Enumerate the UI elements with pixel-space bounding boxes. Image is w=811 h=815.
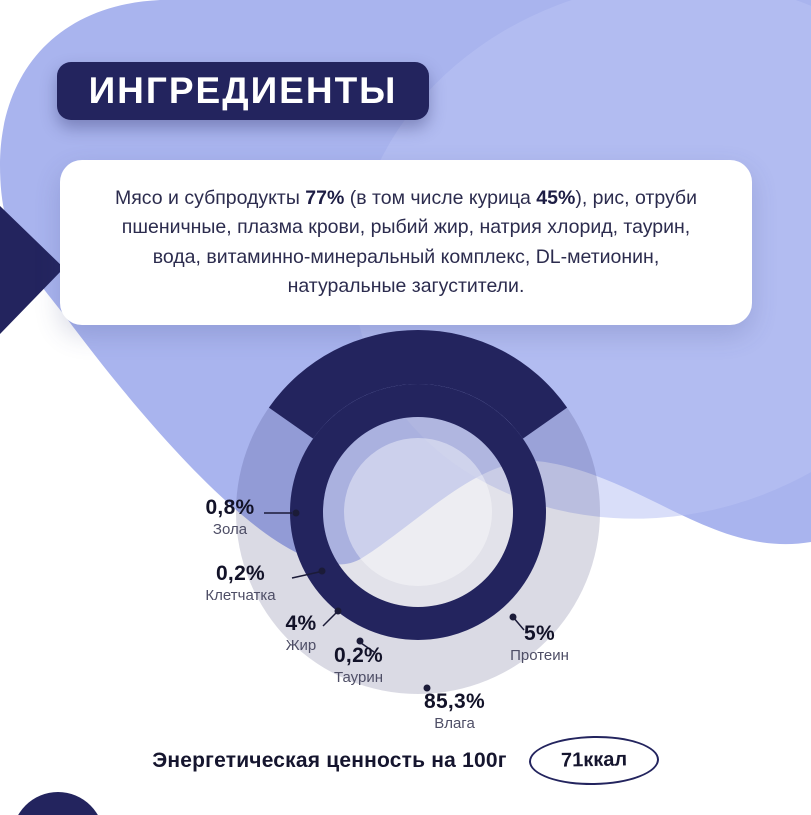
ingredients-text: Мясо и субпродукты 77% (в том числе кури… xyxy=(115,187,697,297)
ingredients-part2: (в том числе курица xyxy=(344,187,537,209)
energy-footer: Энергетическая ценность на 100г 71ккал xyxy=(0,734,811,787)
ingredients-part3: ), рис, отруби пшеничные, плазма крови, … xyxy=(121,187,697,297)
chart-label-taurin: 0,2% Таурин xyxy=(316,644,401,686)
chart-label-zhir-value: 4% xyxy=(285,612,317,635)
chart-label-kletchatka: 0,2% Клетчатка xyxy=(183,562,298,604)
ingredients-card: Мясо и субпродукты 77% (в том числе кури… xyxy=(60,160,752,325)
ingredients-pct-chicken: 45% xyxy=(536,187,576,209)
accent-corner-blob xyxy=(18,792,98,815)
ingredients-pct-total: 77% xyxy=(305,187,345,209)
accent-triangle xyxy=(0,206,64,334)
chart-label-zola: 0,8% Зола xyxy=(185,496,275,538)
chart-label-zola-name: Зола xyxy=(212,521,248,538)
chart-label-protein-value: 5% xyxy=(524,622,555,645)
chart-label-taurin-value: 0,2% xyxy=(333,644,384,667)
energy-label: Энергетическая ценность на 100г xyxy=(152,748,507,772)
chart-label-protein: 5% Протеин xyxy=(492,622,587,664)
chart-label-zola-value: 0,8% xyxy=(205,496,255,519)
chart-label-taurin-name: Таурин xyxy=(334,669,383,686)
kcal-badge: 71ккал xyxy=(528,734,660,787)
chart-label-vlaga-name: Влага xyxy=(434,715,475,732)
chart-label-kletchatka-name: Клетчатка xyxy=(205,587,276,604)
chart-label-protein-name: Протеин xyxy=(510,647,569,664)
ingredients-part1: Мясо и субпродукты xyxy=(115,187,306,209)
chart-label-vlaga: 85,3% Влага xyxy=(402,690,507,732)
page-title: ИНГРЕДИЕНТЫ xyxy=(88,70,398,111)
page-title-box: ИНГРЕДИЕНТЫ xyxy=(57,62,429,120)
chart-label-vlaga-value: 85,3% xyxy=(423,690,486,713)
chart-label-zhir-name: Жир xyxy=(285,637,317,654)
chart-label-kletchatka-value: 0,2% xyxy=(215,562,266,585)
